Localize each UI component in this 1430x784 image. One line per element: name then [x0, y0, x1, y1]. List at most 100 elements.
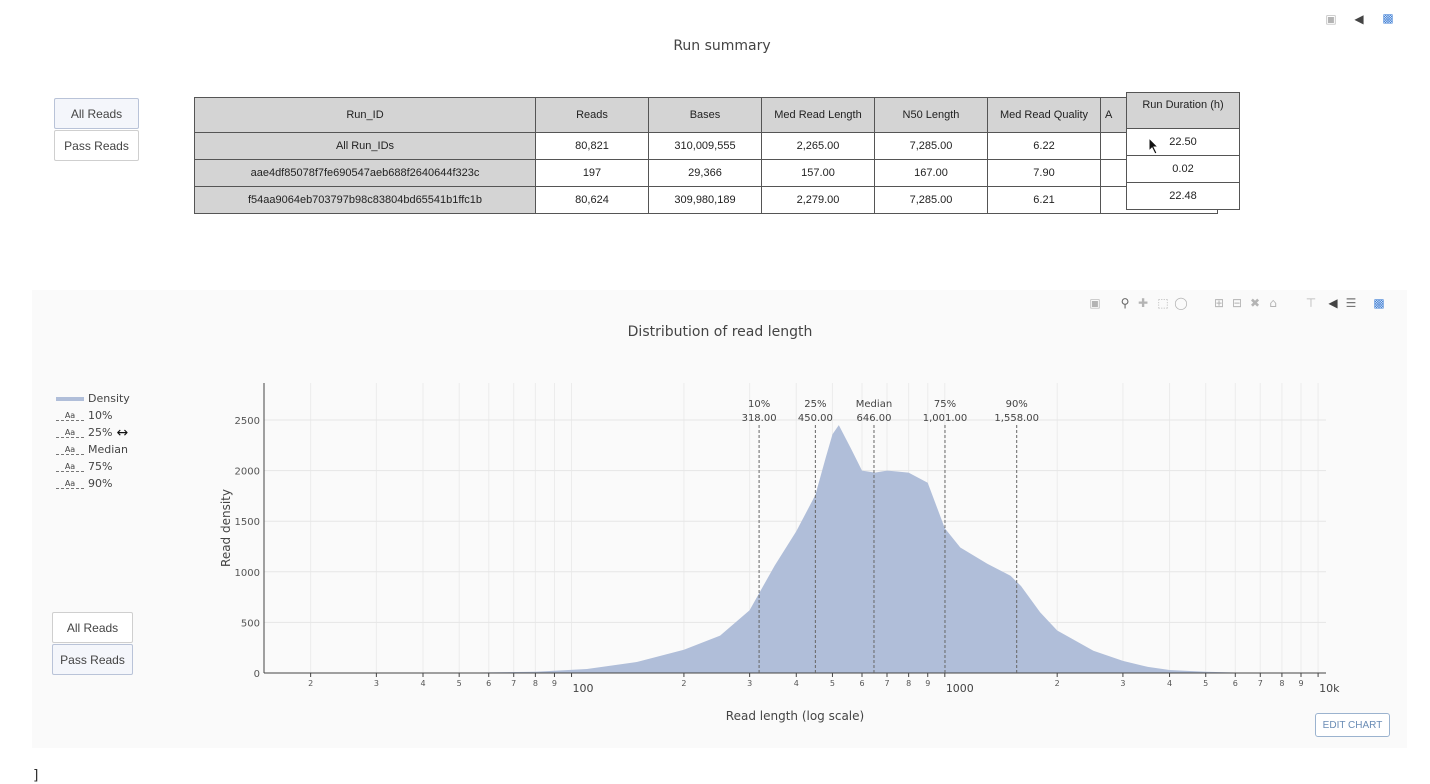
cell: All Run_IDs: [194, 132, 536, 160]
x-minor-tick-label: 4: [1167, 679, 1172, 688]
header-reads: Reads: [535, 97, 649, 133]
all-reads-button-chart[interactable]: All Reads: [52, 612, 133, 643]
header-med-read-quality: Med Read Quality: [987, 97, 1101, 133]
mouse-cursor-icon: [1148, 137, 1160, 155]
hover-tag-icon[interactable]: ◀: [1354, 12, 1364, 26]
legend-item-density[interactable]: Density: [56, 390, 146, 407]
cell: 29,366: [648, 159, 762, 187]
cell: 310,009,555: [648, 132, 762, 160]
legend-label: 75%: [88, 460, 113, 473]
x-minor-tick-label: 7: [511, 679, 516, 688]
cell: 80,624: [535, 186, 649, 214]
y-tick-label: 500: [241, 618, 260, 629]
quantile-label: 25%: [804, 399, 826, 410]
x-minor-tick-label: 5: [457, 679, 462, 688]
cell: 7,285.00: [874, 132, 988, 160]
y-tick-label: 1500: [235, 517, 260, 528]
y-axis-title: Read density: [219, 489, 233, 567]
quantile-label: Median: [856, 399, 892, 410]
legend-text-swatch: Aa: [56, 411, 84, 421]
legend-item-90[interactable]: Aa 90%: [56, 475, 146, 492]
x-minor-tick-label: 2: [681, 679, 686, 688]
legend-line-swatch: [56, 396, 84, 401]
y-tick-label: 2000: [235, 467, 260, 478]
cell: 22.48: [1126, 182, 1240, 210]
header-run-id: Run_ID: [194, 97, 536, 133]
zoom-icon[interactable]: ⚲: [1120, 296, 1130, 310]
cell: 2,265.00: [761, 132, 875, 160]
legend-label: 90%: [88, 477, 113, 490]
x-minor-tick-label: 5: [1203, 679, 1208, 688]
run-duration-column[interactable]: Run Duration (h) 22.50 0.02 22.48: [1126, 92, 1240, 210]
x-minor-tick-label: 3: [1120, 679, 1125, 688]
lasso-select-icon[interactable]: ◯: [1174, 296, 1188, 310]
stray-bracket: ]: [33, 768, 39, 784]
hover-closest-icon[interactable]: ◀: [1328, 296, 1338, 310]
y-tick-label: 2500: [235, 416, 260, 427]
legend-text-swatch: Aa: [56, 462, 84, 472]
legend-text-swatch: Aa: [56, 445, 84, 455]
cell: 197: [535, 159, 649, 187]
x-tick-label: 10k: [1319, 682, 1340, 695]
x-tick-label: 1000: [946, 682, 974, 695]
header-n50-length: N50 Length: [874, 97, 988, 133]
header-run-duration[interactable]: Run Duration (h): [1126, 92, 1240, 129]
quantile-label: 90%: [1006, 399, 1028, 410]
x-minor-tick-label: 5: [830, 679, 835, 688]
cell: 6.22: [987, 132, 1101, 160]
legend-label: Density: [88, 392, 130, 405]
y-tick-label: 0: [254, 669, 260, 680]
zoom-in-icon[interactable]: ⊞: [1213, 296, 1225, 310]
quantile-value: 318.00: [742, 413, 777, 424]
plotly-logo-icon[interactable]: ▩: [1373, 296, 1385, 310]
header-med-read-length: Med Read Length: [761, 97, 875, 133]
pan-icon[interactable]: ✚: [1137, 296, 1149, 310]
cell: 2,279.00: [761, 186, 875, 214]
legend-label: 10%: [88, 409, 113, 422]
hover-compare-icon[interactable]: ☰: [1345, 296, 1357, 310]
pass-reads-button-chart[interactable]: Pass Reads: [52, 644, 133, 675]
chart-title: Distribution of read length: [627, 324, 813, 340]
legend-item-median[interactable]: Aa Median: [56, 441, 146, 458]
all-reads-button-top[interactable]: All Reads: [54, 98, 139, 129]
pass-reads-button-top[interactable]: Pass Reads: [54, 130, 139, 161]
density-area: [264, 425, 1326, 673]
autoscale-icon[interactable]: ✖: [1249, 296, 1261, 310]
cell: 0.02: [1126, 155, 1240, 183]
spike-lines-icon[interactable]: ⊤: [1305, 296, 1317, 310]
x-minor-tick-label: 3: [374, 679, 379, 688]
x-minor-tick-label: 9: [552, 679, 557, 688]
camera-icon[interactable]: ▣: [1089, 296, 1101, 310]
x-minor-tick-label: 9: [925, 679, 930, 688]
y-tick-label: 1000: [235, 568, 260, 579]
quantile-value: 1,001.00: [923, 413, 968, 424]
box-select-icon[interactable]: ⬚: [1157, 296, 1169, 310]
legend-item-25[interactable]: Aa 25% ↔: [56, 424, 146, 441]
reset-axes-icon[interactable]: ⌂: [1269, 296, 1277, 310]
x-minor-tick-label: 7: [884, 679, 889, 688]
legend-item-75[interactable]: Aa 75%: [56, 458, 146, 475]
legend-label: 25%: [88, 426, 113, 439]
x-minor-tick-label: 8: [1279, 679, 1284, 688]
legend-text-swatch: Aa: [56, 479, 84, 489]
resize-cursor-icon: ↔: [116, 424, 129, 441]
zoom-out-icon[interactable]: ⊟: [1231, 296, 1243, 310]
x-minor-tick-label: 3: [747, 679, 752, 688]
x-tick-label: 100: [573, 682, 594, 695]
x-minor-tick-label: 8: [906, 679, 911, 688]
header-bases: Bases: [648, 97, 762, 133]
quantile-label: 10%: [748, 399, 770, 410]
x-minor-tick-label: 9: [1298, 679, 1303, 688]
chart-modebar: ▣ ⚲ ✚ ⬚ ◯ ⊞ ⊟ ✖ ⌂ ⊤ ◀ ☰ ▩: [1088, 296, 1384, 311]
edit-chart-button[interactable]: EDIT CHART: [1315, 713, 1390, 737]
legend[interactable]: Density Aa 10% Aa 25% ↔ Aa Median Aa 75%…: [56, 390, 146, 492]
x-minor-tick-label: 6: [1233, 679, 1238, 688]
camera-icon[interactable]: ▣: [1325, 12, 1337, 26]
cell: 7,285.00: [874, 186, 988, 214]
x-minor-tick-label: 2: [308, 679, 313, 688]
legend-item-10[interactable]: Aa 10%: [56, 407, 146, 424]
x-minor-tick-label: 6: [859, 679, 864, 688]
cell: aae4df85078f7fe690547aeb688f2640644f323c: [194, 159, 536, 187]
plotly-logo-icon[interactable]: ▩: [1382, 11, 1394, 25]
